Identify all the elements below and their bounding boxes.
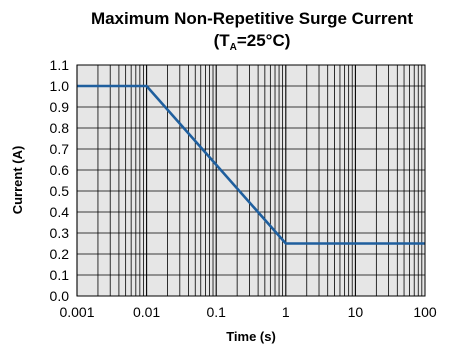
y-tick-label: 0.9 xyxy=(50,99,70,115)
y-tick-label: 0.1 xyxy=(50,267,70,283)
y-tick-label: 0.7 xyxy=(50,141,70,157)
y-tick-label: 0.3 xyxy=(50,225,70,241)
y-tick-label: 0.2 xyxy=(50,246,70,262)
y-tick-label: 1.1 xyxy=(50,57,70,73)
chart-subtitle: (TA=25°C) xyxy=(214,31,291,53)
chart-subtitle-sub: A xyxy=(230,42,237,53)
chart-subtitle-suffix: =25°C) xyxy=(237,31,291,50)
y-tick-labels: 0.0 0.1 0.2 0.3 0.4 0.5 0.6 0.7 0.8 0.9 1.0 1.1 xyxy=(50,57,70,304)
y-axis-label: Current (A) xyxy=(10,146,25,215)
series-layer xyxy=(77,84,425,245)
y-tick-label: 0.6 xyxy=(50,162,70,178)
x-tick-label: 0.01 xyxy=(133,304,160,320)
x-tick-label: 1 xyxy=(282,304,290,320)
plot-border xyxy=(76,64,426,297)
x-tick-label: 10 xyxy=(348,304,364,320)
x-tick-labels: 0.001 0.01 0.1 1 10 100 xyxy=(59,304,436,320)
y-tick-label: 0.8 xyxy=(50,120,70,136)
y-tick-label: 0.4 xyxy=(50,204,70,220)
grid-lines xyxy=(76,64,425,297)
y-tick-label: 0.0 xyxy=(50,288,70,304)
series-line xyxy=(77,84,425,245)
chart-title: Maximum Non-Repetitive Surge Current xyxy=(91,9,413,28)
x-tick-label: 0.001 xyxy=(59,304,94,320)
chart-subtitle-prefix: (T xyxy=(214,31,231,50)
x-tick-label: 100 xyxy=(413,304,437,320)
x-tick-label: 0.1 xyxy=(206,304,226,320)
plot-area xyxy=(77,65,425,296)
y-tick-label: 1.0 xyxy=(50,78,70,94)
y-tick-label: 0.5 xyxy=(50,183,70,199)
x-axis-label: Time (s) xyxy=(226,329,276,344)
